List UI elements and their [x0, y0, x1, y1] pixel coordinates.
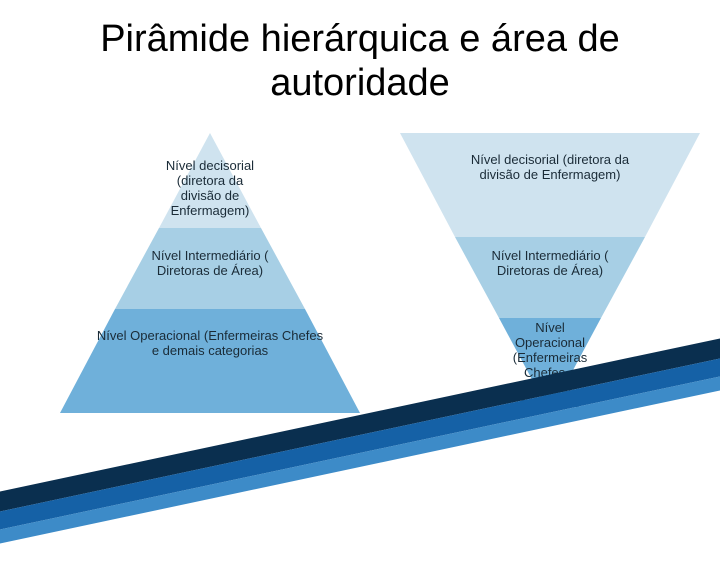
band-top-inv: [400, 133, 700, 237]
title-line2: autoridade: [270, 62, 450, 104]
pyramid-upright-svg: [60, 133, 360, 413]
band-middle: [115, 228, 305, 309]
band-top: [159, 133, 261, 228]
pyramid-upright: Nível decisorial (diretora da divisão de…: [60, 133, 360, 413]
band-middle-inv: [455, 237, 645, 318]
title-line1: Pirâmide hierárquica e área de: [100, 18, 620, 60]
footer-decor: [0, 500, 720, 580]
band-bottom: [60, 309, 360, 413]
page-title: Pirâmide hierárquica e área de autoridad…: [0, 0, 720, 105]
